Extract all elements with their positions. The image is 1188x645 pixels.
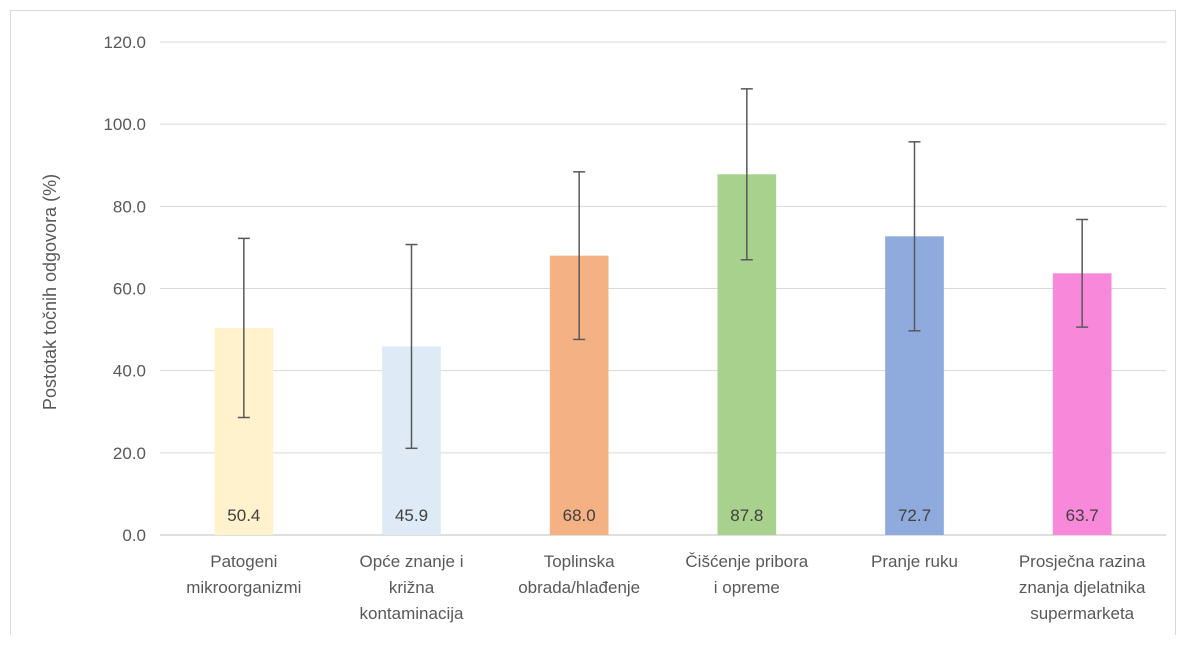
y-tick-label: 80.0: [113, 197, 146, 216]
y-tick-label: 20.0: [113, 444, 146, 463]
y-axis-title: Postotak točnih odgovora (%): [40, 174, 60, 410]
bars: [214, 174, 1112, 536]
data-label: 72.7: [898, 506, 931, 525]
data-label: 63.7: [1066, 506, 1099, 525]
y-tick-label: 0.0: [122, 526, 146, 545]
y-tick-label: 100.0: [103, 115, 146, 134]
y-tick-label: 60.0: [113, 280, 146, 299]
data-label: 45.9: [395, 506, 428, 525]
error-bars: [237, 88, 1089, 450]
x-category-label: Patogeni mikroorganizmi: [186, 552, 301, 597]
x-category-label: Čišćenje pribora i opreme: [685, 552, 808, 597]
data-labels: 50.4 45.9 68.0 87.8 72.7 63.7: [227, 506, 1098, 525]
data-label: 68.0: [563, 506, 596, 525]
y-axis-ticks: 0.0 20.0 40.0 60.0 80.0 100.0 120.0: [103, 33, 146, 545]
chart-frame: 0.0 20.0 40.0 60.0 80.0 100.0 120.0 50.4 45.9 68…: [10, 10, 1176, 635]
bar-chart: 0.0 20.0 40.0 60.0 80.0 100.0 120.0 50.4 45.9 68…: [40, 33, 1166, 623]
x-axis-labels: Patogeni mikroorganizmi Opće znanje i križn…: [186, 552, 1146, 623]
data-label: 87.8: [730, 506, 763, 525]
x-category-label: Prosječna razina znanja djelatnika superma…: [1019, 552, 1146, 623]
x-category-label: Opće znanje i križna kontaminacija: [360, 552, 464, 623]
x-category-label: Pranje ruku: [871, 552, 958, 571]
gridlines: [160, 41, 1166, 536]
y-tick-label: 120.0: [103, 33, 146, 52]
data-label: 50.4: [227, 506, 260, 525]
x-category-label: Toplinska obrada/hlađenje: [518, 552, 640, 597]
y-tick-label: 40.0: [113, 362, 146, 381]
